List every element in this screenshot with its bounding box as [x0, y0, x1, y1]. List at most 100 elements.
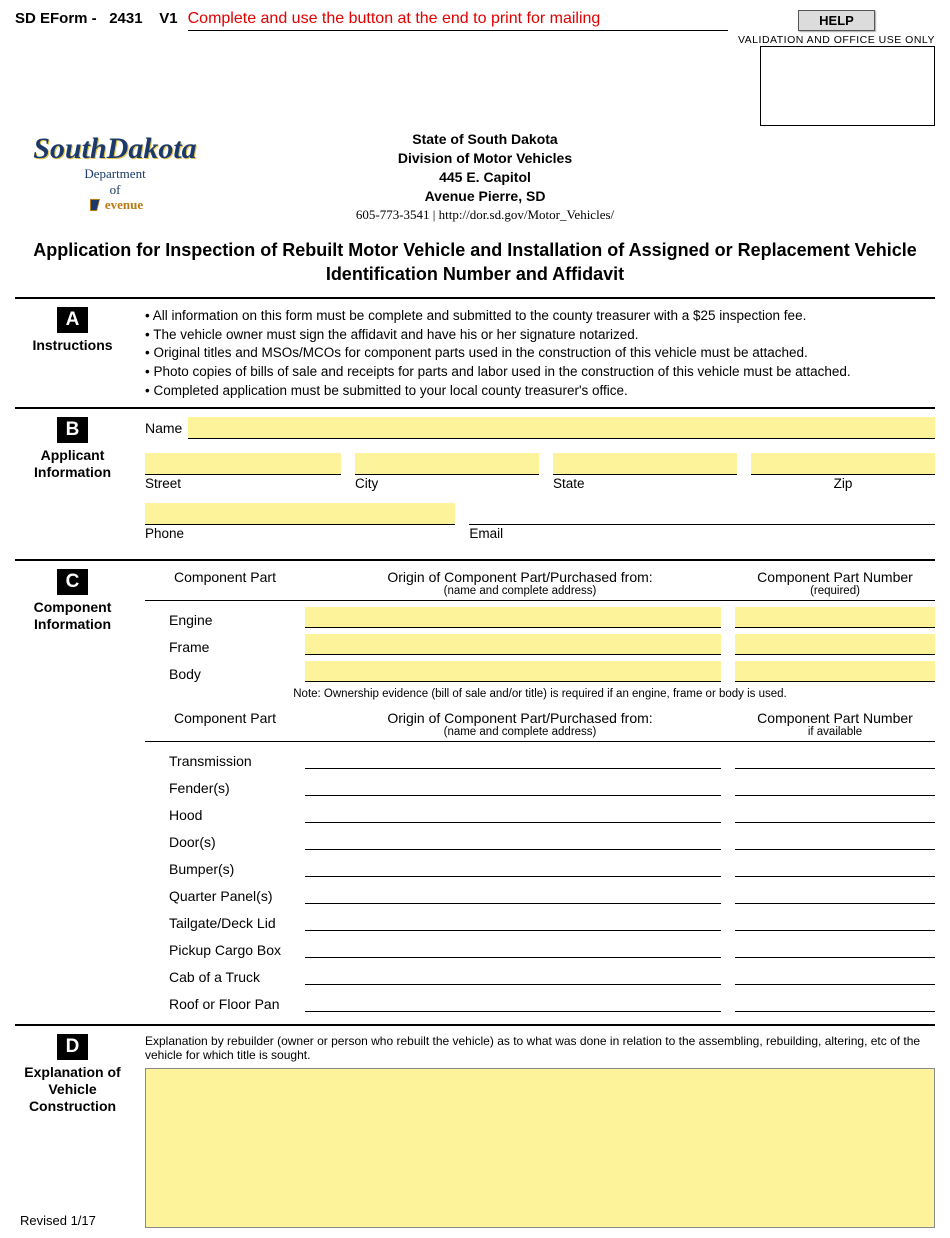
component-name: Body — [145, 666, 305, 682]
col-header-origin-sub: (name and complete address) — [305, 585, 735, 597]
email-label: Email — [469, 526, 935, 541]
col-header-num-text: Component Part Number — [757, 710, 913, 726]
instruction-item: • Photo copies of bills of sale and rece… — [145, 363, 935, 382]
component-name: Transmission — [145, 753, 305, 769]
component-row: Roof or Floor Pan — [145, 991, 935, 1012]
instructions-list: • All information on this form must be c… — [130, 307, 935, 401]
phone-label: Phone — [145, 526, 455, 541]
component-row: Bumper(s) — [145, 856, 935, 877]
component-origin-input[interactable] — [305, 964, 721, 985]
component-origin-input[interactable] — [305, 991, 721, 1012]
component-name: Door(s) — [145, 834, 305, 850]
zip-input[interactable] — [751, 453, 935, 475]
section-d-letter: D — [57, 1034, 89, 1060]
col-header-number: Component Part Number (required) — [735, 569, 935, 597]
state-label: State — [553, 476, 737, 491]
section-explanation: D Explanation of Vehicle Construction Ex… — [15, 1024, 935, 1231]
section-instructions: A Instructions • All information on this… — [15, 297, 935, 401]
component-origin-input[interactable] — [305, 661, 721, 682]
logo-revenue-text: evenue — [105, 197, 143, 213]
explanation-intro: Explanation by rebuilder (owner or perso… — [145, 1034, 935, 1062]
component-number-input[interactable] — [735, 661, 935, 682]
logo-department: Department of evenue — [15, 166, 215, 217]
component-number-input[interactable] — [735, 829, 935, 850]
section-c-letter: C — [57, 569, 89, 595]
logo-dept-1: Department — [84, 166, 145, 181]
component-name: Fender(s) — [145, 780, 305, 796]
component-number-input[interactable] — [735, 991, 935, 1012]
component-name: Tailgate/Deck Lid — [145, 915, 305, 931]
print-instruction: Complete and use the button at the end t… — [188, 10, 728, 31]
validation-box — [760, 46, 935, 126]
col-header-num-text: Component Part Number — [757, 569, 913, 585]
component-number-input[interactable] — [735, 634, 935, 655]
instruction-item: • Completed application must be submitte… — [145, 382, 935, 401]
col-header-num-sub: if available — [735, 726, 935, 738]
state-logo: SouthDakota Department of evenue — [15, 130, 215, 222]
component-name: Quarter Panel(s) — [145, 888, 305, 904]
component-number-input[interactable] — [735, 856, 935, 877]
component-row: Engine — [145, 607, 935, 628]
component-origin-input[interactable] — [305, 775, 721, 796]
component-number-input[interactable] — [735, 910, 935, 931]
logo-script-text: SouthDakota — [33, 132, 196, 165]
component-number-input[interactable] — [735, 937, 935, 958]
form-version: V1 — [159, 10, 177, 27]
col-header-num-sub: (required) — [735, 585, 935, 597]
section-a-letter: A — [57, 307, 89, 333]
col-header-number: Component Part Number if available — [735, 710, 935, 738]
section-d-name: Explanation of Vehicle Construction — [15, 1064, 130, 1114]
instruction-item: • Original titles and MSOs/MCOs for comp… — [145, 344, 935, 363]
agency-address-1: 445 E. Capitol — [215, 168, 755, 187]
component-origin-input[interactable] — [305, 607, 721, 628]
component-origin-input[interactable] — [305, 802, 721, 823]
component-name: Engine — [145, 612, 305, 628]
ownership-note: Note: Ownership evidence (bill of sale a… — [145, 688, 935, 700]
component-row: Pickup Cargo Box — [145, 937, 935, 958]
agency-division: Division of Motor Vehicles — [215, 149, 755, 168]
component-number-input[interactable] — [735, 775, 935, 796]
city-input[interactable] — [355, 453, 539, 475]
component-row: Transmission — [145, 748, 935, 769]
validation-label: VALIDATION AND OFFICE USE ONLY — [738, 34, 935, 46]
instruction-item: • All information on this form must be c… — [145, 307, 935, 326]
component-origin-input[interactable] — [305, 856, 721, 877]
logo-dept-2: of — [15, 182, 215, 198]
component-number-input[interactable] — [735, 748, 935, 769]
component-number-input[interactable] — [735, 802, 935, 823]
explanation-input[interactable] — [145, 1068, 935, 1228]
component-row: Tailgate/Deck Lid — [145, 910, 935, 931]
street-input[interactable] — [145, 453, 341, 475]
component-origin-input[interactable] — [305, 829, 721, 850]
name-label: Name — [145, 420, 182, 439]
col-header-part: Component Part — [145, 710, 305, 738]
form-id-prefix: SD EForm - — [15, 10, 97, 27]
component-origin-input[interactable] — [305, 910, 721, 931]
section-c-name: Component Information — [15, 599, 130, 633]
component-number-input[interactable] — [735, 964, 935, 985]
component-origin-input[interactable] — [305, 634, 721, 655]
phone-input[interactable] — [145, 503, 455, 525]
col-header-origin: Origin of Component Part/Purchased from:… — [305, 710, 735, 738]
component-row: Body — [145, 661, 935, 682]
component-name: Bumper(s) — [145, 861, 305, 877]
name-input[interactable] — [188, 417, 935, 439]
form-number: 2431 — [109, 10, 142, 27]
component-row: Fender(s) — [145, 775, 935, 796]
component-row: Frame — [145, 634, 935, 655]
component-origin-input[interactable] — [305, 883, 721, 904]
component-origin-input[interactable] — [305, 937, 721, 958]
component-row: Hood — [145, 802, 935, 823]
state-input[interactable] — [553, 453, 737, 475]
form-title: Application for Inspection of Rebuilt Mo… — [15, 238, 935, 287]
help-button[interactable]: HELP — [798, 10, 875, 31]
zip-label: Zip — [751, 476, 935, 491]
email-input[interactable] — [469, 503, 935, 525]
component-name: Roof or Floor Pan — [145, 996, 305, 1012]
agency-address-2: Avenue Pierre, SD — [215, 187, 755, 206]
component-number-input[interactable] — [735, 607, 935, 628]
col-header-origin-text: Origin of Component Part/Purchased from: — [387, 710, 652, 726]
component-origin-input[interactable] — [305, 748, 721, 769]
component-number-input[interactable] — [735, 883, 935, 904]
col-header-origin-sub: (name and complete address) — [305, 726, 735, 738]
